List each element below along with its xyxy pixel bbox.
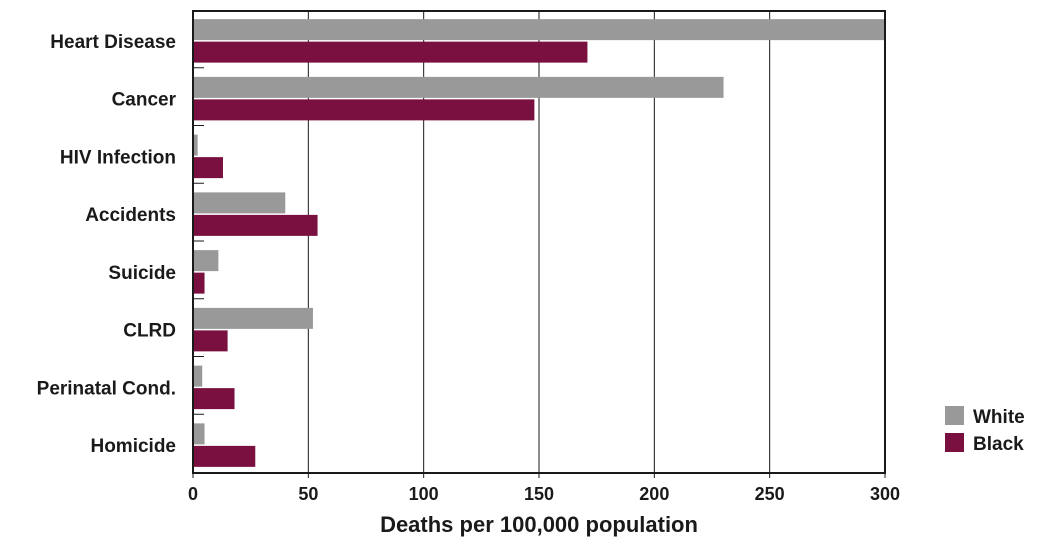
category-labels: Heart Disease Cancer HIV Infection Accident…: [37, 32, 177, 457]
bars: [194, 19, 885, 467]
x-tick-labels: 0 50 100 150 200 250 300: [188, 473, 900, 504]
category-label: Homicide: [90, 436, 176, 457]
bar-white: [194, 134, 198, 156]
plot-frame: [192, 10, 886, 474]
legend-swatch-white: [945, 406, 964, 425]
bar-white: [194, 19, 885, 41]
x-tick-label: 0: [188, 484, 198, 504]
x-tick-label: 50: [298, 484, 318, 504]
x-tick-label: 200: [639, 484, 669, 504]
bar-white: [194, 192, 286, 214]
bar-black: [194, 388, 235, 410]
category-label: Heart Disease: [50, 32, 176, 53]
bar-black: [194, 41, 588, 63]
bar-white: [194, 365, 203, 387]
legend-label-white: White: [973, 407, 1025, 428]
bar-black: [194, 272, 205, 294]
legend: White Black: [945, 406, 1025, 455]
category-label: CLRD: [123, 321, 176, 342]
x-axis-title: Deaths per 100,000 population: [380, 512, 698, 537]
bar-white: [194, 76, 724, 98]
bar-black: [194, 445, 256, 467]
bar-black: [194, 157, 223, 179]
bar-black: [194, 99, 535, 121]
bar-white: [194, 307, 313, 329]
bar-white: [194, 250, 219, 272]
legend-label-black: Black: [973, 434, 1024, 455]
x-tick-label: 100: [409, 484, 439, 504]
bar-black: [194, 330, 228, 352]
category-label: Cancer: [112, 90, 177, 111]
bar-black: [194, 214, 318, 236]
category-label: Suicide: [108, 263, 176, 284]
category-label: HIV Infection: [60, 147, 176, 168]
category-label: Accidents: [85, 205, 176, 226]
category-label: Perinatal Cond.: [37, 378, 176, 399]
x-tick-label: 250: [755, 484, 785, 504]
bar-white: [194, 423, 205, 445]
x-tick-label: 300: [870, 484, 900, 504]
legend-swatch-black: [945, 433, 964, 452]
x-tick-label: 150: [524, 484, 554, 504]
